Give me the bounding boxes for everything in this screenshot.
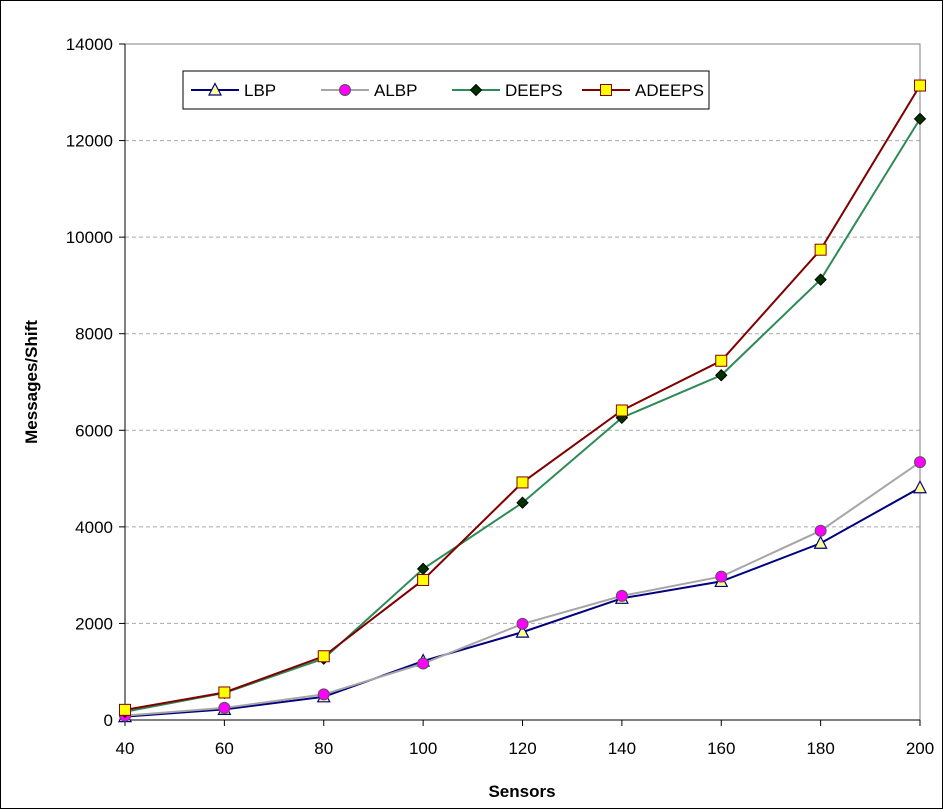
y-tick-label: 8000 [75, 325, 113, 344]
data-point-adeeps [914, 79, 926, 92]
data-point-albp [615, 589, 628, 602]
legend-marker-lbp [208, 82, 222, 96]
data-point-deeps [913, 112, 927, 126]
data-point-lbp [813, 535, 828, 549]
x-tick-label: 120 [508, 739, 536, 758]
data-point-lbp [913, 479, 927, 494]
legend-label-adeeps: ADEEPS [635, 81, 704, 100]
data-point-deeps [814, 273, 827, 286]
data-point-adeeps [516, 476, 529, 489]
data-point-adeeps [814, 243, 827, 256]
data-point-adeeps [218, 686, 231, 699]
legend-label-albp: ALBP [374, 81, 417, 100]
legend-marker-albp [339, 84, 351, 96]
legend-label-deeps: DEEPS [505, 81, 563, 100]
data-point-deeps [715, 369, 728, 382]
x-axis-title: Sensors [488, 782, 555, 801]
legend-marker-deeps [469, 83, 483, 97]
data-point-albp [218, 701, 231, 714]
data-point-adeeps [715, 354, 728, 367]
data-point-albp [317, 688, 330, 701]
data-point-albp [814, 524, 827, 537]
x-tick-label: 100 [409, 739, 437, 758]
y-tick-label: 10000 [66, 228, 113, 247]
x-tick-label: 40 [116, 739, 135, 758]
axes: 0 2000 4000 6000 8000 10000 12000 14000 40 60 80 10… [66, 35, 934, 758]
data-point-adeeps [417, 573, 430, 586]
legend-marker-adeeps [600, 84, 612, 96]
data-point-albp [417, 657, 430, 670]
y-tick-label: 4000 [75, 518, 113, 537]
legend-label-lbp: LBP [244, 81, 276, 100]
data-point-lbp [515, 624, 530, 638]
data-point-adeeps [317, 650, 330, 663]
y-tick-label: 12000 [66, 132, 113, 151]
y-tick-label: 14000 [66, 35, 113, 54]
x-tick-label: 80 [314, 739, 333, 758]
y-tick-label: 0 [104, 711, 113, 730]
x-tick-label: 200 [906, 739, 934, 758]
y-tick-label: 2000 [75, 614, 113, 633]
x-tick-label: 160 [707, 739, 735, 758]
data-point-albp [715, 570, 728, 583]
data-point-albp [516, 617, 529, 630]
x-tick-label: 180 [806, 739, 834, 758]
data-point-adeeps [615, 404, 628, 417]
data-point-albp [914, 456, 926, 469]
data-point-deeps [516, 496, 529, 509]
series-lines [118, 79, 927, 723]
legend: LBP ALBP DEEPS ADEEPS [182, 70, 710, 110]
y-axis-title: Messages/Shift [22, 320, 41, 444]
data-point-adeeps [119, 703, 131, 716]
y-tick-label: 6000 [75, 421, 113, 440]
x-tick-label: 140 [608, 739, 636, 758]
x-tick-label: 60 [215, 739, 234, 758]
